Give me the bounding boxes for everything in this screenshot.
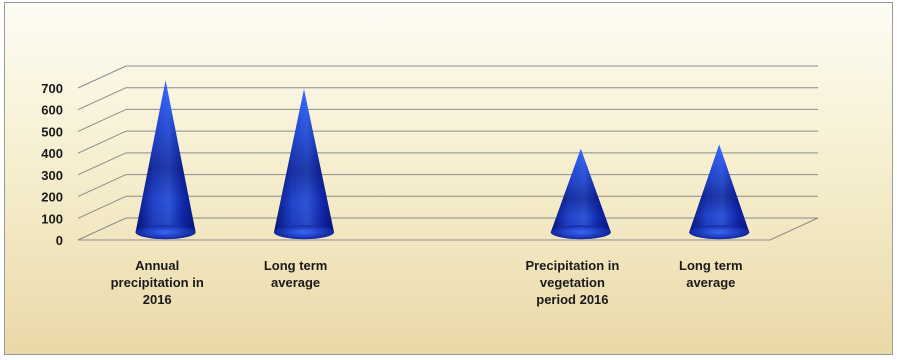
category-label-3: Long term average xyxy=(679,258,743,290)
y-tick-label-100: 100 xyxy=(41,211,63,226)
y-tick-label-300: 300 xyxy=(41,168,63,183)
x-axis-labels: Annual precipitation in 2016 Long term avera… xyxy=(111,258,743,307)
grid-diagonal-0 xyxy=(77,217,127,241)
y-tick-label-500: 500 xyxy=(41,124,63,139)
grid-diagonal-100 xyxy=(77,195,127,219)
grid-diagonal-500 xyxy=(77,108,127,132)
y-tick-label-0: 0 xyxy=(56,233,63,248)
grid-diagonal-400 xyxy=(77,130,127,154)
y-axis: 0 100 200 300 400 500 600 700 xyxy=(41,81,63,248)
cone-3 xyxy=(689,144,750,240)
cone-2 xyxy=(550,148,611,240)
category-label-0: Annual precipitation in 2016 xyxy=(111,258,204,307)
category-label-1: Long term average xyxy=(264,258,328,290)
grid-diagonal-600 xyxy=(77,87,127,111)
y-tick-label-600: 600 xyxy=(41,103,63,118)
grid-diagonal-700 xyxy=(77,65,127,89)
floor-edge xyxy=(78,217,819,241)
cone-0 xyxy=(135,80,196,240)
y-tick-label-700: 700 xyxy=(41,81,63,96)
cone-1 xyxy=(274,88,334,240)
cone-series xyxy=(135,80,750,240)
grid-diagonal-200 xyxy=(77,174,127,198)
grid-lines xyxy=(77,65,819,241)
grid-diagonal-300 xyxy=(77,152,127,176)
category-label-2: Precipitation in vegetation period 2016 xyxy=(525,258,619,307)
y-tick-label-200: 200 xyxy=(41,190,63,205)
y-tick-label-400: 400 xyxy=(41,146,63,161)
